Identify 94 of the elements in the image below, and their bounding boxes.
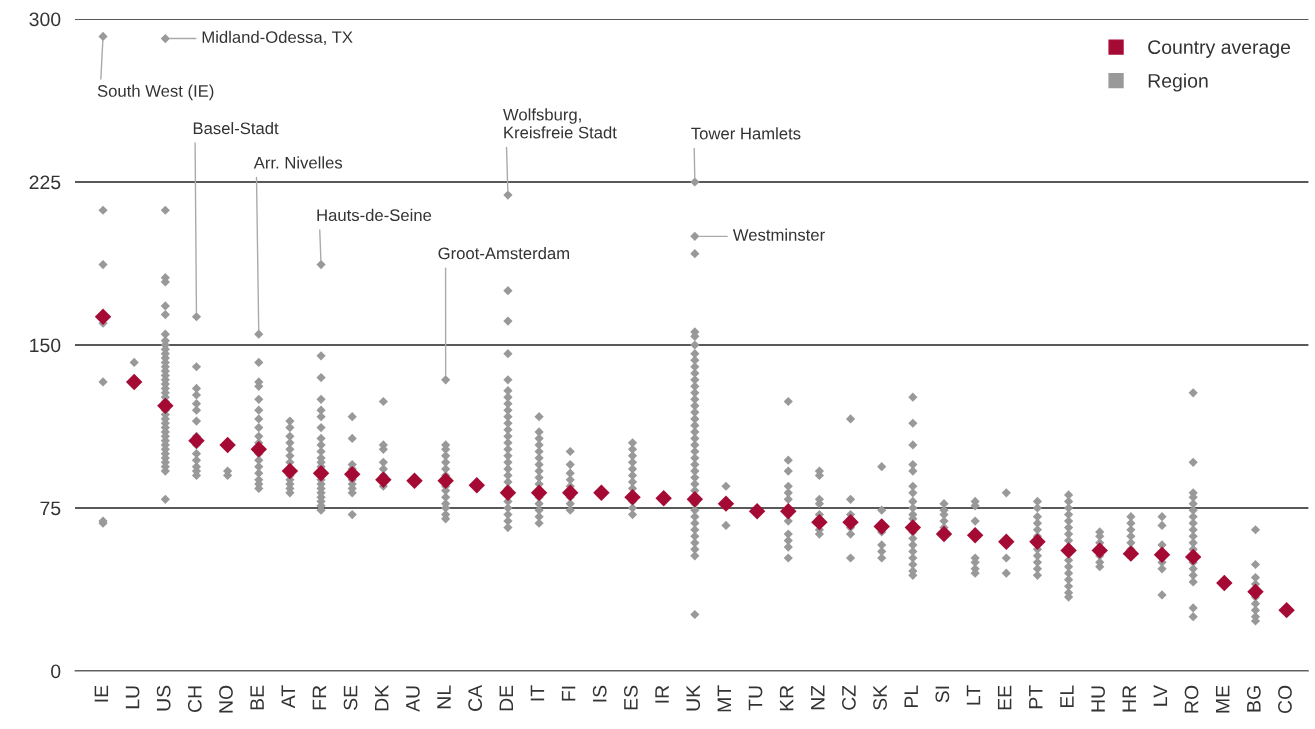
point xyxy=(842,513,859,531)
point xyxy=(748,503,766,520)
point xyxy=(1060,542,1077,559)
x-tick-label: FI xyxy=(561,686,576,701)
y-tick-label: 0 xyxy=(51,664,61,679)
point xyxy=(1278,601,1295,619)
x-tick-label: EE xyxy=(997,685,1012,710)
point xyxy=(935,525,953,543)
point xyxy=(780,503,797,520)
point xyxy=(1091,542,1108,559)
point xyxy=(94,308,112,325)
x-tick-label: IE xyxy=(94,685,109,702)
point xyxy=(343,466,361,483)
annotation: Tower Hamlets xyxy=(691,127,801,140)
y-tick-label: 150 xyxy=(30,338,61,353)
point xyxy=(966,526,984,544)
x-tick-label: BE xyxy=(250,685,264,710)
x-tick-label: AU xyxy=(406,686,420,712)
point xyxy=(281,462,299,480)
point xyxy=(717,495,735,512)
x-tick-label: SK xyxy=(873,685,887,710)
point xyxy=(1184,548,1202,566)
x-tick-label: HU xyxy=(1091,686,1105,712)
point xyxy=(250,441,267,458)
annotation: Westminster xyxy=(732,228,825,241)
point xyxy=(312,465,330,482)
point xyxy=(904,519,922,536)
point xyxy=(1247,583,1264,600)
legend-label: Region xyxy=(1148,73,1208,92)
y-tick-label: 75 xyxy=(40,501,61,516)
annotation: Groot-Amsterdam xyxy=(438,247,569,260)
point xyxy=(437,472,454,490)
point xyxy=(873,518,890,535)
point xyxy=(624,488,641,506)
point xyxy=(998,533,1015,550)
point xyxy=(811,513,828,531)
point xyxy=(219,436,236,454)
point xyxy=(157,397,174,415)
x-tick-label: TU xyxy=(748,686,763,711)
x-tick-label: LU xyxy=(125,686,140,709)
x-tick-label: SI xyxy=(935,686,950,703)
point xyxy=(1029,533,1046,550)
x-tick-label: MT xyxy=(717,685,731,712)
x-tick-label: DK xyxy=(375,685,389,711)
annotation: Arr. Nivelles xyxy=(253,156,343,169)
annotation: Hauts-de-Seine xyxy=(317,208,432,222)
x-tick-label: KR xyxy=(779,685,794,711)
point xyxy=(1216,574,1233,592)
x-tick-label: UK xyxy=(686,685,701,711)
x-tick-label: CA xyxy=(468,684,483,711)
point xyxy=(1122,545,1140,562)
x-tick-label: FR xyxy=(312,685,327,710)
point xyxy=(686,491,704,508)
point xyxy=(562,484,579,501)
point xyxy=(125,373,143,391)
x-tick-label: PL xyxy=(904,685,918,708)
x-tick-label: SE xyxy=(343,685,358,710)
x-tick-label: EL xyxy=(1060,685,1074,708)
point xyxy=(593,484,610,501)
point xyxy=(499,484,517,501)
y-tick-label: 300 xyxy=(29,12,61,27)
x-tick-label: PT xyxy=(1029,685,1043,709)
x-tick-label: NL xyxy=(437,685,451,709)
point xyxy=(468,476,486,494)
annotation: South West (IE) xyxy=(97,84,214,101)
point xyxy=(188,432,205,449)
point xyxy=(375,471,392,488)
x-tick-label: CH xyxy=(187,686,202,712)
x-tick-label: ME xyxy=(1215,685,1230,713)
x-tick-label: AT xyxy=(281,685,295,709)
point xyxy=(1153,546,1171,563)
x-tick-label: LT xyxy=(966,685,981,705)
x-tick-label: IS xyxy=(592,685,607,702)
point xyxy=(530,484,548,501)
x-tick-label: DE xyxy=(499,685,513,711)
annotation: Basel-Stadt xyxy=(193,121,279,135)
point xyxy=(406,472,423,490)
x-tick-label: ES xyxy=(623,685,638,710)
x-tick-label: IR xyxy=(655,685,669,703)
annotation: Wolfsburg, Kreisfreie Stadt xyxy=(503,108,617,139)
legend-label: Country average xyxy=(1148,40,1291,58)
x-tick-label: IT xyxy=(530,685,545,701)
x-tick-label: LV xyxy=(1153,684,1168,706)
x-tick-label: CO xyxy=(1278,685,1292,714)
x-tick-label: NO xyxy=(219,685,233,713)
x-tick-label: HR xyxy=(1122,685,1136,712)
x-tick-label: BG xyxy=(1246,686,1261,712)
y-tick-label: 225 xyxy=(29,175,61,190)
x-tick-label: CZ xyxy=(842,685,856,710)
x-tick-label: US xyxy=(156,685,171,711)
x-tick-label: RO xyxy=(1184,685,1199,713)
x-tick-label: NZ xyxy=(811,685,825,710)
annotation: Midland-Odessa, TX xyxy=(202,30,353,45)
point xyxy=(655,490,672,507)
